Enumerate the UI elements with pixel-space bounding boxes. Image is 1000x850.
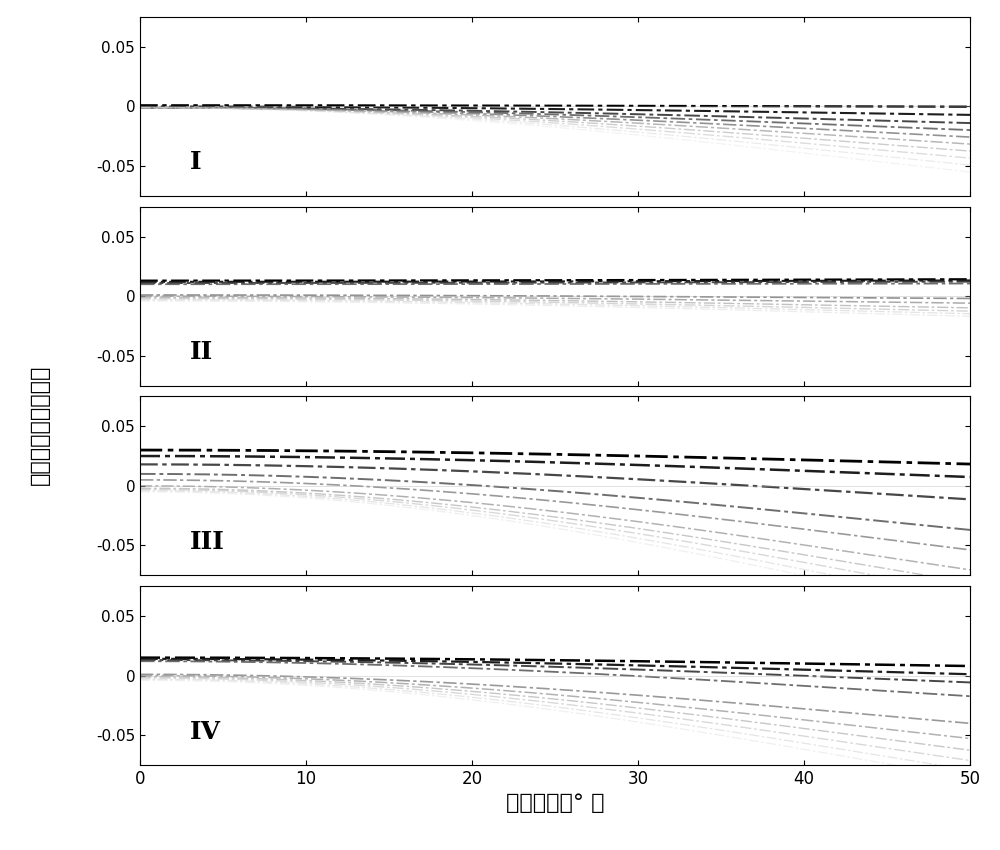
Text: II: II (190, 340, 213, 364)
Text: 地震反射系数（＼）: 地震反射系数（＼） (30, 365, 50, 485)
Text: I: I (190, 150, 201, 174)
Text: III: III (190, 530, 225, 554)
X-axis label: 入射角度（° ）: 入射角度（° ） (506, 793, 604, 813)
Text: IV: IV (190, 720, 221, 744)
